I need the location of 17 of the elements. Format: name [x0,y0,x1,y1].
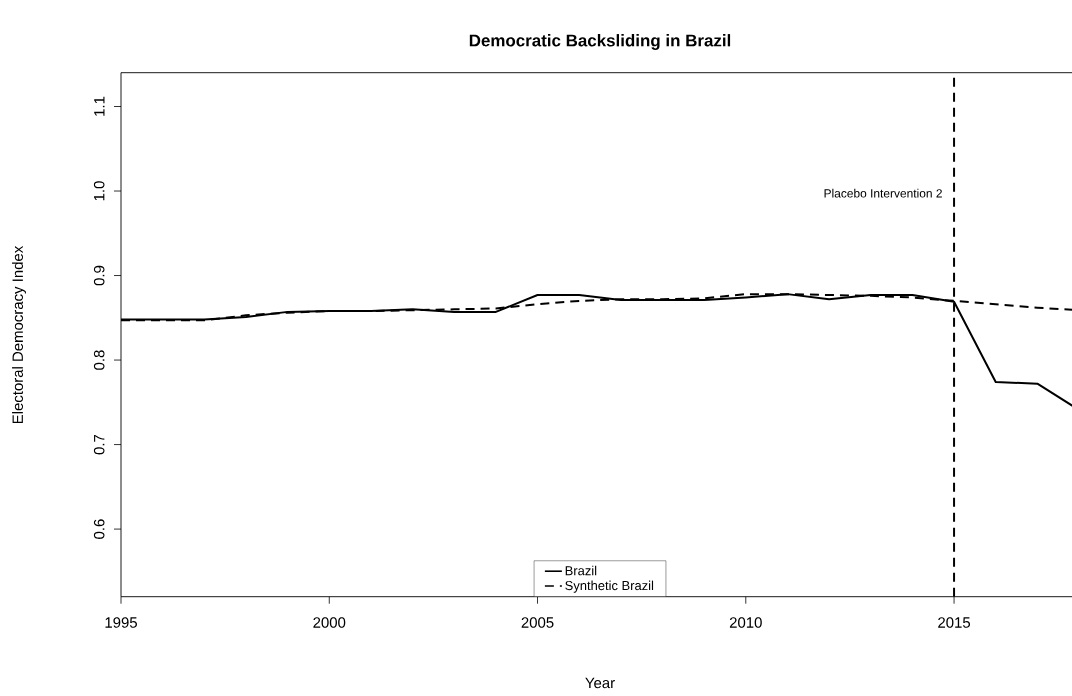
x-tick-label: 1995 [105,617,137,628]
y-tick-label: 0.7 [93,434,105,455]
y-tick-label: 0.6 [93,519,105,539]
y-tick-label: 1.0 [93,181,105,201]
x-tick-label: 2005 [521,617,554,628]
chart-title: Democratic Backsliding in Brazil [469,34,731,50]
x-tick-label: 2000 [313,617,346,628]
ref-line-label: Placebo Intervention 2 [824,188,942,198]
x-tick-label: 2015 [938,617,971,628]
y-tick-label: 0.9 [93,265,105,286]
x-axis-title: Year [585,677,615,689]
legend-label: Brazil [565,565,597,576]
y-tick-label: 1.1 [94,96,105,116]
x-tick-label: 2010 [729,617,762,628]
y-tick-label: 0.8 [93,350,105,370]
legend-label: Synthetic Brazil [565,580,654,593]
y-axis-title: Electoral Democracy Index [12,245,26,424]
